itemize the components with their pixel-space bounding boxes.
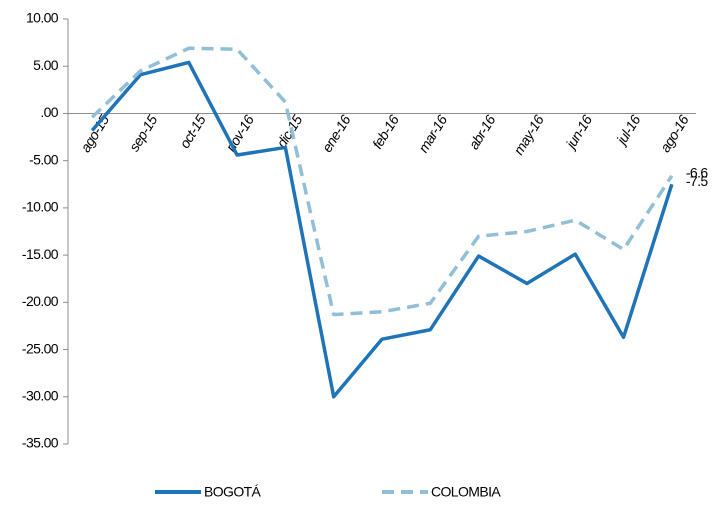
y-tick-label: 5.00 xyxy=(33,57,59,73)
y-tick-label: -5.00 xyxy=(29,151,59,167)
data-label: -7.5 xyxy=(686,173,709,189)
x-tick-label: ago-16 xyxy=(657,112,692,155)
y-tick-label: -25.00 xyxy=(22,340,59,356)
x-tick-label: ene-16 xyxy=(319,112,354,155)
y-tick-label: -30.00 xyxy=(22,387,59,403)
x-tick-label: sep-15 xyxy=(126,112,161,154)
data-label: -6.6 xyxy=(686,164,709,180)
legend-label: COLOMBIA xyxy=(431,484,501,500)
y-tick-label: -20.00 xyxy=(22,293,59,309)
x-tick-label: abr-16 xyxy=(465,112,498,152)
x-tick-label: mar-16 xyxy=(415,112,450,156)
legend-label: BOGOTÁ xyxy=(204,484,262,500)
y-tick-label: -10.00 xyxy=(22,199,59,215)
x-tick-label: oct-15 xyxy=(176,112,209,151)
y-tick-label: 10.00 xyxy=(26,10,59,26)
x-tick-label: jun-16 xyxy=(562,112,596,153)
x-tick-label: nov-16 xyxy=(222,112,257,154)
series-line xyxy=(90,60,674,399)
x-tick-label: ago-15 xyxy=(77,112,112,155)
x-tick-label: feb-16 xyxy=(369,112,402,152)
y-tick-label: -35.00 xyxy=(22,435,59,451)
x-tick-label: jul-16 xyxy=(612,112,643,149)
y-tick-label: -15.00 xyxy=(22,246,59,262)
x-tick-label: may-16 xyxy=(510,112,547,158)
series-line xyxy=(90,46,674,317)
y-tick-label: .00 xyxy=(40,104,58,120)
